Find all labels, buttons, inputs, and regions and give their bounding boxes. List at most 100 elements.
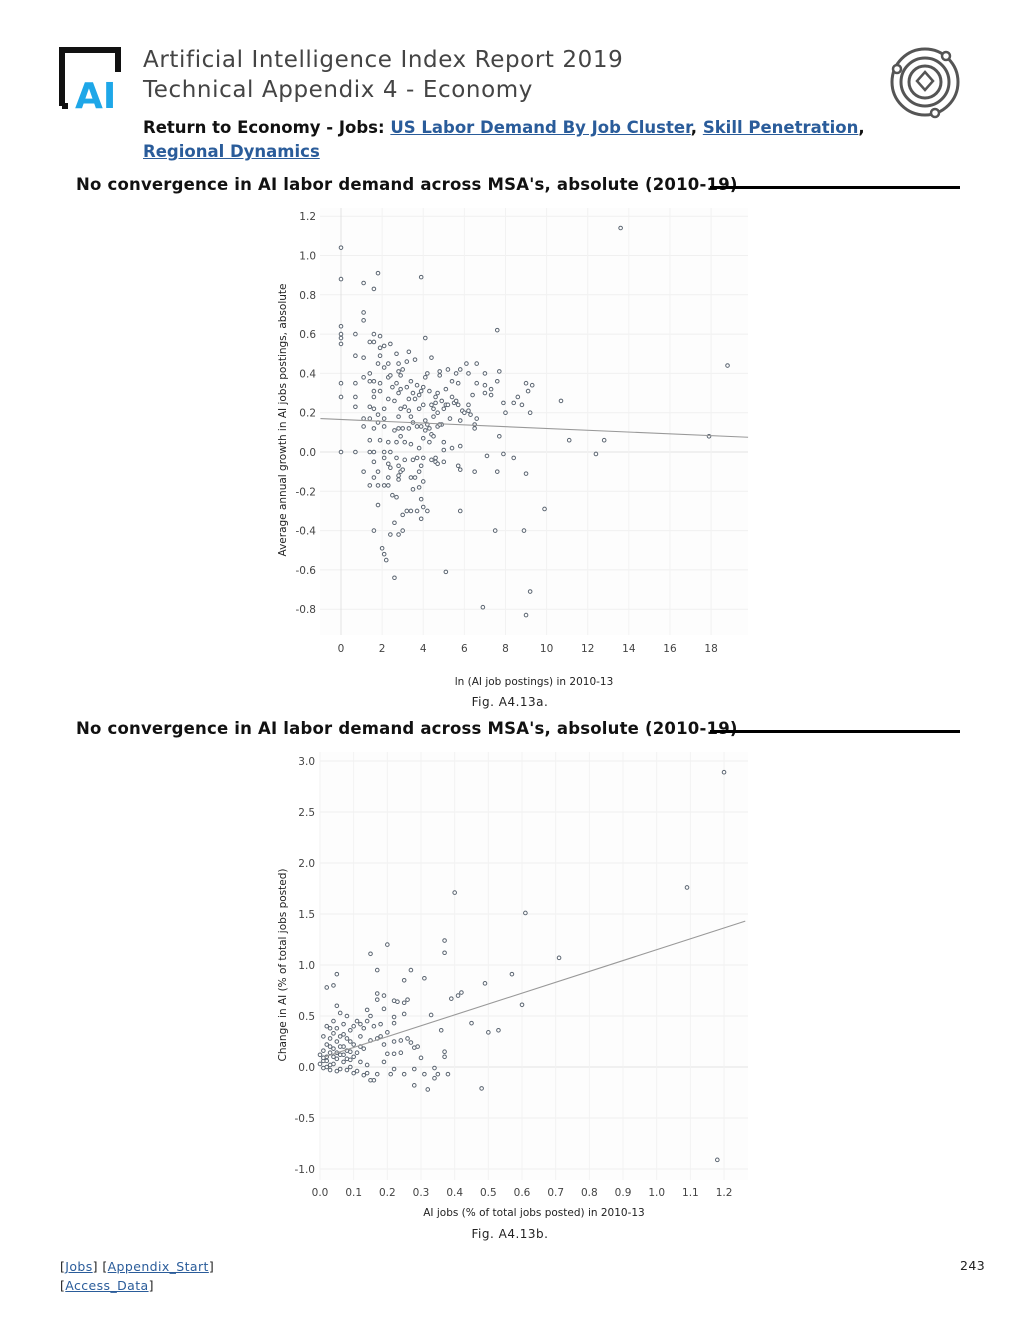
data-point: [375, 270, 381, 276]
data-point: [331, 1031, 336, 1036]
x-tick-label: 0.7: [547, 1187, 564, 1199]
data-point: [408, 967, 414, 973]
data-point: [364, 1007, 370, 1013]
data-point: [400, 426, 405, 431]
data-point: [558, 398, 564, 404]
link-regional-dynamics[interactable]: Regional Dynamics: [143, 142, 320, 161]
data-point: [317, 1052, 323, 1058]
data-point: [449, 445, 455, 451]
x-tick-label: 8: [502, 643, 509, 655]
data-point: [715, 1157, 720, 1163]
data-point: [443, 386, 449, 392]
data-point: [457, 467, 463, 472]
data-point: [527, 589, 533, 594]
data-point: [396, 477, 401, 482]
data-point: [472, 469, 477, 474]
data-point: [556, 955, 562, 961]
report-title: Artificial Intelligence Index Report 201…: [143, 47, 624, 73]
data-point: [371, 339, 377, 345]
data-point: [418, 516, 424, 522]
data-point: [398, 433, 403, 439]
y-axis-title: Average annual growth in AI jobs posting…: [277, 284, 289, 557]
data-point: [442, 938, 447, 943]
data-point: [364, 1070, 370, 1076]
x-axis-title: AI jobs (% of total jobs posted) in 2010…: [423, 1207, 644, 1219]
data-point: [348, 1027, 353, 1033]
data-point: [435, 1071, 441, 1077]
data-point: [435, 410, 440, 415]
data-point: [353, 380, 358, 386]
data-point: [392, 428, 397, 433]
data-point: [361, 1046, 367, 1051]
data-point: [361, 424, 366, 429]
data-point: [385, 439, 391, 445]
data-point: [338, 380, 344, 386]
data-point: [385, 396, 391, 402]
data-point: [431, 433, 436, 439]
data-point: [390, 384, 395, 390]
data-point: [406, 408, 412, 414]
data-point: [341, 1021, 346, 1027]
data-point: [438, 1027, 444, 1033]
data-point: [337, 1066, 343, 1072]
data-point: [437, 369, 442, 374]
footer-links: [Jobs] [Appendix_Start]: [60, 1259, 215, 1274]
data-point: [449, 996, 454, 1001]
section-title-b: No convergence in AI labor demand across…: [76, 719, 738, 738]
data-point: [497, 369, 502, 374]
data-point: [445, 367, 451, 372]
data-point: [464, 361, 469, 366]
data-point: [388, 449, 393, 455]
data-point: [414, 424, 420, 429]
data-point: [418, 424, 424, 429]
footer-link-appendix-start[interactable]: Appendix_Start: [107, 1259, 209, 1274]
data-point: [439, 398, 445, 404]
data-point: [402, 404, 408, 410]
data-point: [474, 380, 479, 386]
link-skill-penetration[interactable]: Skill Penetration: [702, 118, 859, 137]
data-point: [348, 1064, 353, 1070]
data-point: [391, 1051, 397, 1057]
data-point: [327, 1025, 333, 1031]
data-point: [375, 469, 381, 474]
y-tick-label: 1.2: [299, 211, 316, 223]
data-point: [402, 439, 408, 445]
data-point: [344, 1013, 350, 1019]
data-point: [324, 1042, 330, 1047]
y-tick-label: 0.4: [299, 368, 316, 380]
footer-link-access-data[interactable]: Access_Data: [65, 1278, 149, 1293]
data-point: [410, 457, 416, 463]
y-tick-label: 0.8: [299, 290, 316, 302]
data-point: [406, 349, 412, 355]
data-point: [452, 890, 457, 895]
data-point: [401, 1000, 407, 1006]
data-point: [466, 408, 471, 414]
data-point: [341, 1052, 346, 1058]
data-point: [468, 412, 473, 417]
figure-caption-a: Fig. A4.13a.: [471, 695, 549, 709]
data-point: [379, 545, 385, 551]
economy-nav: Return to Economy - Jobs: US Labor Deman…: [143, 118, 865, 137]
data-point: [422, 335, 428, 341]
data-point: [367, 437, 373, 443]
data-point: [422, 418, 428, 423]
data-point: [484, 453, 490, 459]
link-us-labor-demand[interactable]: US Labor Demand By Job Cluster: [390, 118, 691, 137]
data-point: [388, 465, 393, 471]
data-point: [338, 331, 344, 337]
data-point: [377, 388, 383, 394]
data-point: [371, 528, 377, 533]
y-tick-label: 0.6: [299, 329, 316, 341]
data-point: [420, 455, 426, 461]
y-tick-label: 1.0: [298, 960, 315, 972]
data-point: [432, 1075, 437, 1081]
scatter-chart-a: 1.2 1.0 0.8 0.6 0.4 0.2 0.0 -0.2 -0.4 -0.6 -0.8 0 2 4…: [277, 208, 749, 688]
data-point: [353, 394, 358, 400]
data-point: [418, 388, 424, 394]
footer-link-jobs[interactable]: Jobs: [65, 1259, 93, 1274]
x-tick-label: 1.0: [648, 1187, 665, 1199]
data-point: [392, 398, 397, 404]
data-point: [420, 504, 426, 510]
data-point: [408, 475, 414, 480]
y-tick-label: 0.2: [299, 408, 316, 420]
